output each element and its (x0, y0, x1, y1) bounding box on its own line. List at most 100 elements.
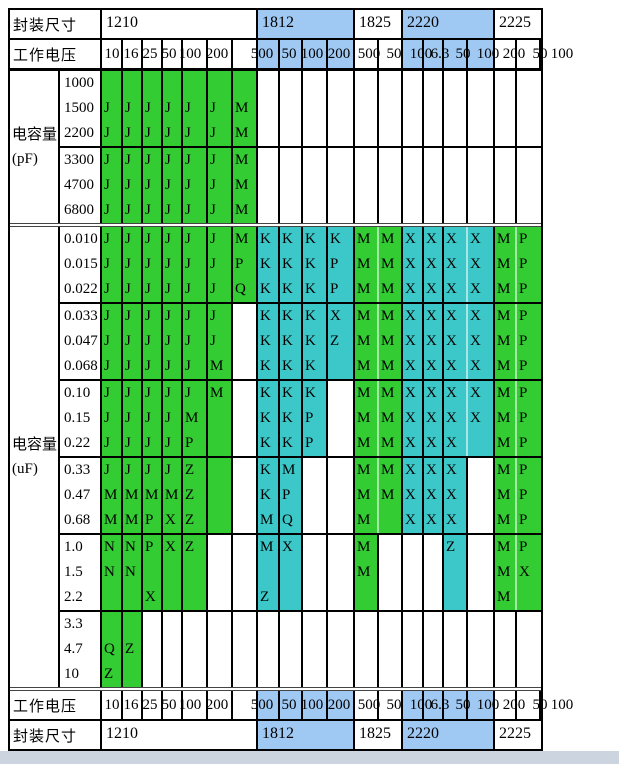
grid-cell: X (424, 483, 444, 508)
grid-cell: J (163, 277, 183, 302)
grid-cell: K (258, 381, 280, 406)
grid-cell (495, 71, 517, 96)
grid-cell (233, 406, 258, 431)
grid-cell (495, 96, 517, 121)
grid-cell (355, 96, 379, 121)
grid-cell (444, 560, 468, 585)
voltage-cell (258, 40, 280, 68)
grid-cell: K (303, 329, 328, 354)
grid-cell: J (123, 458, 143, 483)
grid-cell (233, 71, 258, 96)
capacitor-selection-table: 封装尺寸 1210 1812 1825 2220 2225 工作电压 10 16 25 50 100… (8, 8, 573, 751)
grid-cell (403, 535, 424, 560)
grid-cell: M (355, 406, 379, 431)
grid-cell (123, 662, 143, 687)
grid-cell: X (424, 406, 444, 431)
grid-cell (303, 71, 328, 96)
voltage-cell (143, 40, 163, 68)
grid-cell: X (424, 304, 444, 329)
grid-cell: M (379, 227, 403, 252)
capacitance-value: 0.10 (60, 381, 102, 406)
grid-cell: M (495, 585, 517, 610)
grid-cell: X (424, 252, 444, 277)
voltage-cell (280, 40, 303, 68)
grid-cell (355, 198, 379, 223)
grid-cell (328, 431, 355, 456)
grid-cell: J (208, 96, 233, 121)
voltage-cell (495, 691, 517, 719)
grid-cell: Z (183, 458, 208, 483)
grid-cell (468, 198, 495, 223)
voltage-cell (403, 691, 424, 719)
capacitance-section: 电容量 (uF) 0.010 J J J J J J M K K K K M M X X X X M P 0.015 J J J J… (10, 223, 541, 687)
grid-cell (355, 173, 379, 198)
grid-cell (403, 612, 424, 637)
voltage-cell (379, 40, 403, 68)
grid-cell (280, 560, 303, 585)
package-row-bottom: 封装尺寸 1210 1812 1825 2220 2225 (10, 719, 541, 749)
grid-cell: K (303, 304, 328, 329)
grid-cell (379, 198, 403, 223)
grid-cell: M (355, 354, 379, 379)
grid-cell: M (143, 483, 163, 508)
grid-cell (143, 637, 163, 662)
grid-cell: M (495, 406, 517, 431)
grid-cell (517, 121, 541, 146)
grid-cell (208, 508, 233, 533)
voltage-cell (163, 691, 183, 719)
grid-cell (403, 121, 424, 146)
grid-cell: Q (102, 637, 123, 662)
grid-cell (233, 431, 258, 456)
grid-cell: J (163, 381, 183, 406)
grid-cell: K (258, 431, 280, 456)
grid-cell: M (379, 304, 403, 329)
grid-cell (303, 585, 328, 610)
grid-cell (517, 148, 541, 173)
table-row: 4.7 Q Z (60, 637, 541, 662)
grid-cell: M (495, 329, 517, 354)
grid-cell: M (495, 483, 517, 508)
voltage-cell (495, 40, 517, 68)
grid-cell: M (379, 458, 403, 483)
bottom-strip (0, 751, 619, 764)
section-body: 1000 1500 J J J J J J M 2200 J J J J J J M 3300 J J J J J J M 470… (60, 71, 541, 223)
grid-cell (468, 508, 495, 533)
grid-cell (303, 148, 328, 173)
grid-cell (328, 381, 355, 406)
grid-cell: K (280, 406, 303, 431)
grid-cell: J (183, 198, 208, 223)
voltage-cell (183, 691, 208, 719)
grid-cell: N (102, 535, 123, 560)
grid-cell (403, 173, 424, 198)
grid-cell (495, 198, 517, 223)
grid-cell: M (495, 535, 517, 560)
grid-cell: J (143, 96, 163, 121)
voltage-cell (123, 40, 143, 68)
grid-cell (328, 198, 355, 223)
grid-cell: P (517, 508, 541, 533)
grid-cell (424, 585, 444, 610)
grid-cell (328, 585, 355, 610)
grid-cell: P (517, 304, 541, 329)
grid-cell (379, 71, 403, 96)
grid-cell: M (233, 96, 258, 121)
grid-cell: X (403, 329, 424, 354)
grid-cell: M (183, 406, 208, 431)
voltage-row-label: 工作电压 (10, 691, 102, 719)
grid-cell: M (233, 148, 258, 173)
grid-cell: K (303, 354, 328, 379)
voltage-cell (355, 691, 379, 719)
grid-cell: M (379, 329, 403, 354)
grid-cell: X (403, 508, 424, 533)
grid-cell: M (355, 381, 379, 406)
grid-cell (468, 637, 495, 662)
grid-cell (468, 148, 495, 173)
grid-cell: J (163, 329, 183, 354)
grid-cell: M (355, 431, 379, 456)
grid-cell (183, 585, 208, 610)
package-row-label: 封装尺寸 (10, 721, 102, 749)
voltage-value: 100 (550, 46, 574, 62)
grid-cell (403, 96, 424, 121)
grid-cell (444, 148, 468, 173)
table-row: 0.15 J J J J M K K P M M X X X X M P (60, 406, 541, 431)
